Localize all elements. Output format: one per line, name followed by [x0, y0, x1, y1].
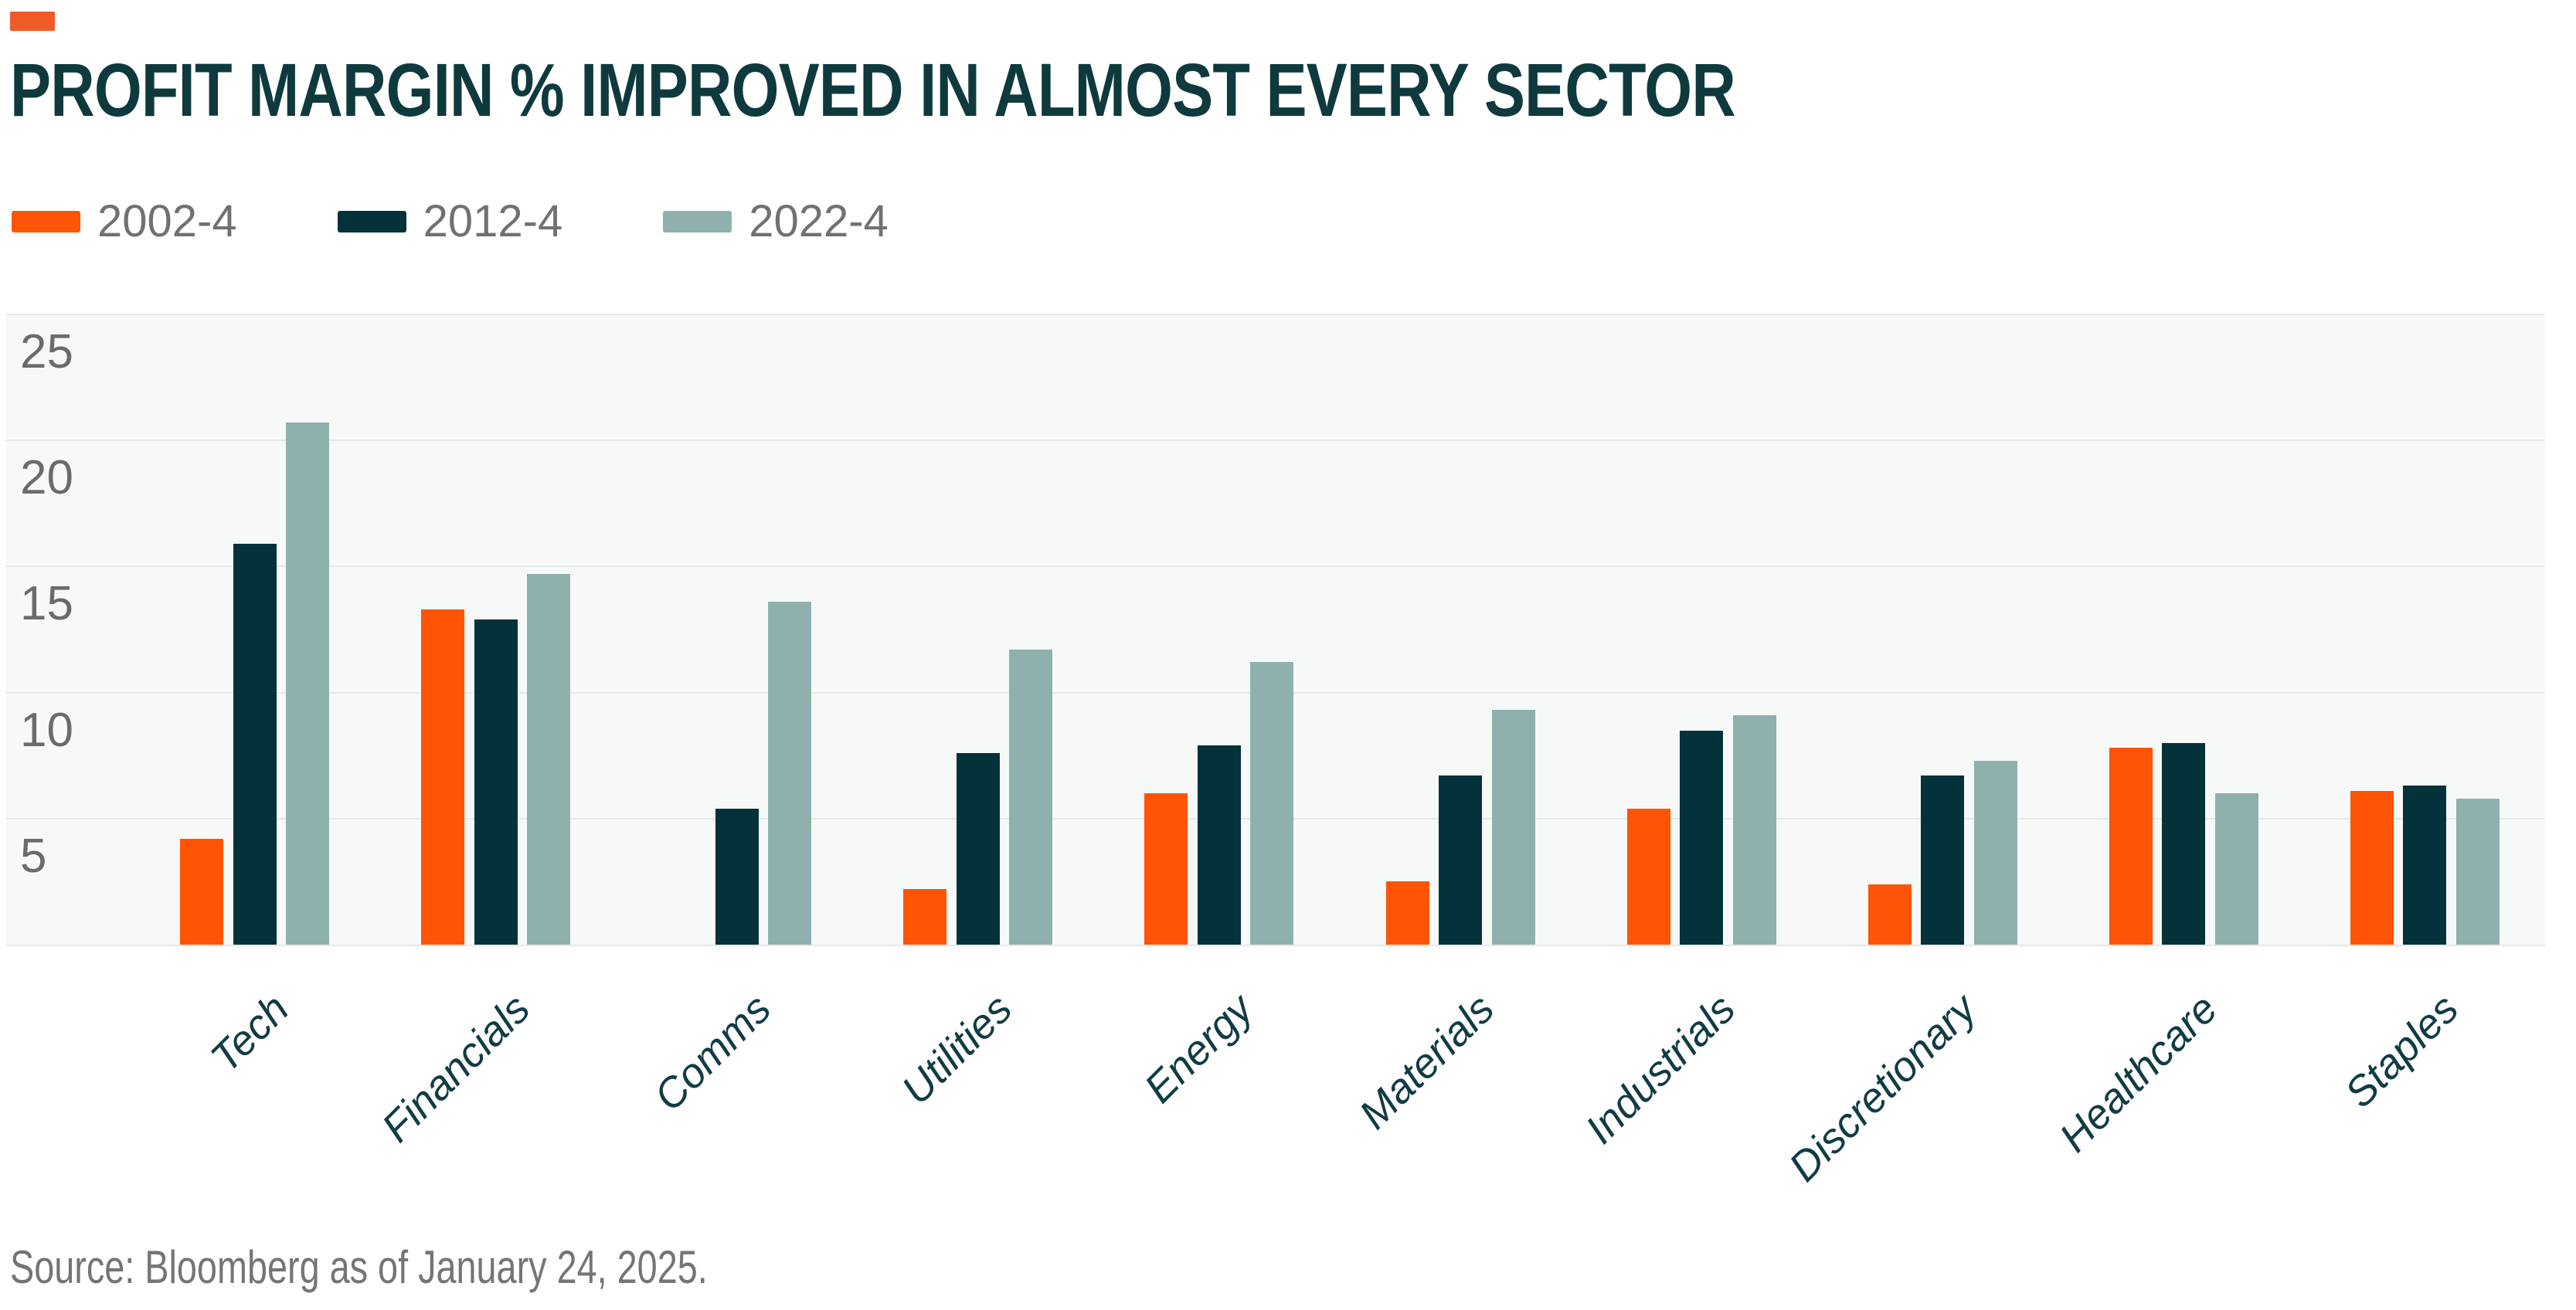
bar-2012-4-Staples [2403, 786, 2447, 945]
gridline-25 [6, 314, 2545, 315]
bar-2022-4-Energy [1250, 662, 1294, 945]
legend-swatch-2012-4 [337, 211, 406, 232]
bar-2022-4-Discretionary [1973, 760, 2017, 945]
x-axis-baseline [6, 945, 2545, 946]
gridline-15 [6, 565, 2545, 568]
legend-label-2012-4: 2012-4 [423, 196, 563, 246]
source-note: Source: Bloomberg as of January 24, 2025… [10, 1241, 708, 1293]
bar-2012-4-Healthcare [2162, 742, 2206, 945]
legend-swatch-2002-4 [12, 211, 80, 232]
y-axis-tick-15: 15 [20, 577, 73, 631]
bar-2012-4-Utilities [956, 752, 1000, 945]
bar-2022-4-Industrials [1732, 714, 1776, 945]
brand-mark [10, 12, 55, 31]
bar-2002-4-Discretionary [1867, 884, 1912, 945]
bar-2012-4-Materials [1439, 775, 1482, 945]
legend-label-2022-4: 2022-4 [749, 196, 889, 246]
legend-item-2012-4: 2012-4 [337, 196, 563, 246]
bar-2002-4-Tech [180, 838, 223, 945]
bar-2022-4-Utilities [1009, 650, 1053, 945]
chart-title: PROFIT MARGIN % IMPROVED IN ALMOST EVERY… [10, 48, 1736, 132]
bar-2022-4-Tech [286, 423, 329, 945]
y-axis-tick-25: 25 [20, 325, 73, 378]
bar-2012-4-Industrials [1680, 730, 1724, 945]
bar-2012-4-Discretionary [1921, 775, 1965, 945]
bar-2012-4-Financials [474, 619, 518, 945]
bar-2002-4-Utilities [903, 889, 947, 945]
bar-2002-4-Staples [2350, 790, 2394, 945]
bar-2022-4-Healthcare [2214, 793, 2258, 945]
bar-2012-4-Comms [715, 808, 759, 945]
bar-2022-4-Financials [527, 574, 571, 945]
legend-label-2002-4: 2002-4 [97, 196, 237, 246]
bar-2022-4-Materials [1491, 710, 1535, 945]
bar-2002-4-Financials [421, 609, 465, 945]
bar-2022-4-Staples [2455, 798, 2500, 945]
bar-2002-4-Energy [1144, 793, 1188, 945]
bar-2002-4-Materials [1385, 881, 1429, 945]
y-axis-tick-10: 10 [20, 703, 73, 757]
legend-swatch-2022-4 [663, 211, 732, 232]
bar-2012-4-Energy [1197, 745, 1241, 945]
gridline-20 [6, 439, 2545, 442]
legend-item-2022-4: 2022-4 [663, 199, 889, 244]
legend: 2002-4 2012-4 2022-4 [12, 199, 889, 244]
bar-2002-4-Healthcare [2109, 748, 2153, 945]
y-axis-tick-5: 5 [20, 829, 47, 883]
legend-item-2002-4: 2002-4 [12, 199, 237, 244]
bar-2002-4-Industrials [1626, 808, 1670, 945]
bar-2022-4-Comms [768, 602, 812, 945]
y-axis-tick-20: 20 [20, 451, 73, 505]
bar-2012-4-Tech [233, 544, 277, 945]
